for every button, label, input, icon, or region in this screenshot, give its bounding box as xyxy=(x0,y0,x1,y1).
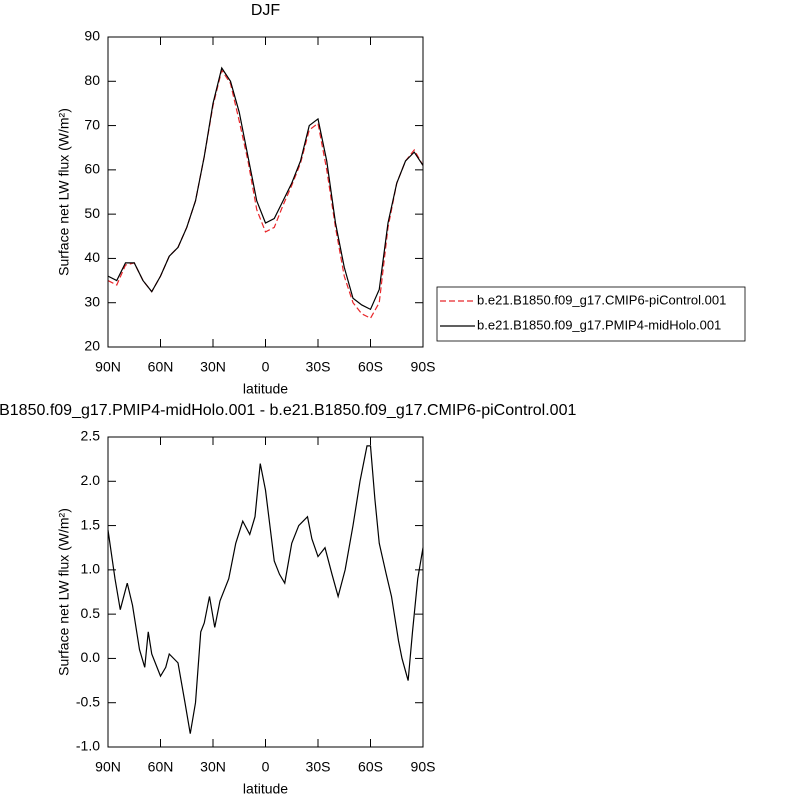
legend-label: b.e21.B1850.f09_g17.PMIP4-midHolo.001 xyxy=(477,317,721,332)
y-tick-label: -0.5 xyxy=(76,693,100,709)
x-tick-label: 90S xyxy=(411,759,436,775)
legend-label: b.e21.B1850.f09_g17.CMIP6-piControl.001 xyxy=(477,292,726,307)
x-axis-label: latitude xyxy=(243,381,288,397)
y-tick-label: 30 xyxy=(84,293,100,309)
x-tick-label: 30N xyxy=(200,359,226,375)
x-tick-label: 60N xyxy=(148,759,174,775)
y-tick-label: 0.5 xyxy=(81,605,101,621)
y-tick-label: 2.5 xyxy=(81,428,101,444)
y-tick-label: 40 xyxy=(84,249,100,265)
x-tick-label: 0 xyxy=(262,359,270,375)
x-tick-label: 90N xyxy=(95,759,121,775)
y-tick-label: 90 xyxy=(84,28,100,44)
chart-title: DJF xyxy=(251,2,281,19)
data-line xyxy=(107,445,424,734)
x-axis-label: latitude xyxy=(243,781,288,797)
y-tick-label: 50 xyxy=(84,205,100,221)
y-tick-label: 60 xyxy=(84,161,100,177)
chart-title: b.e21.B1850.f09_g17.PMIP4-midHolo.001 - … xyxy=(0,402,576,419)
data-line xyxy=(107,68,424,320)
y-tick-label: 0.0 xyxy=(81,649,101,665)
x-tick-label: 30N xyxy=(200,759,226,775)
y-tick-label: 1.0 xyxy=(81,561,101,577)
data-line xyxy=(107,66,424,311)
x-tick-label: 60S xyxy=(358,359,383,375)
x-tick-label: 0 xyxy=(262,759,270,775)
y-tick-label: 80 xyxy=(84,72,100,88)
x-tick-label: 90S xyxy=(411,359,436,375)
y-tick-label: -1.0 xyxy=(76,738,100,754)
y-tick-label: 2.0 xyxy=(81,472,101,488)
plot-frame xyxy=(107,36,424,348)
y-tick-label: 70 xyxy=(84,116,100,132)
x-tick-label: 30S xyxy=(306,359,331,375)
y-tick-label: 1.5 xyxy=(81,516,101,532)
x-tick-label: 30S xyxy=(306,759,331,775)
y-axis-label: Surface net LW flux (W/m²) xyxy=(56,108,72,276)
legend-box xyxy=(436,286,746,342)
x-tick-label: 90N xyxy=(95,359,121,375)
x-tick-label: 60S xyxy=(358,759,383,775)
y-axis-label: Surface net LW flux (W/m²) xyxy=(56,508,72,676)
y-tick-label: 20 xyxy=(84,338,100,354)
plot-frame xyxy=(107,436,424,748)
x-tick-label: 60N xyxy=(148,359,174,375)
